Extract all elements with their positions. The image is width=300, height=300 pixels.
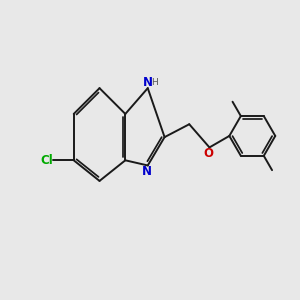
Text: N: N xyxy=(142,165,152,178)
Text: H: H xyxy=(151,78,158,87)
Text: Cl: Cl xyxy=(40,154,53,167)
Text: N: N xyxy=(143,76,153,89)
Text: O: O xyxy=(203,147,213,161)
